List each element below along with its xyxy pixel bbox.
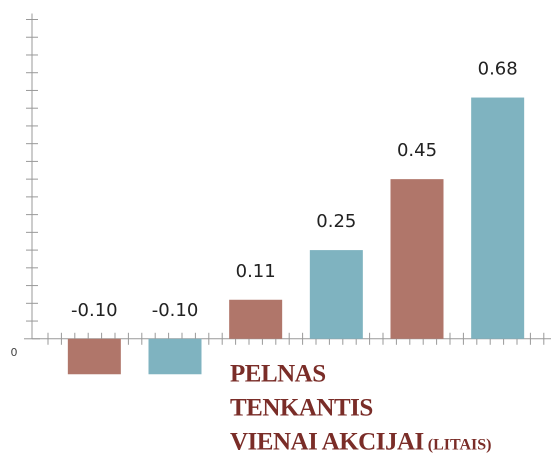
bar	[390, 179, 444, 339]
bar	[148, 338, 202, 375]
y-tick-label: 0	[11, 346, 18, 359]
chart-title-line: VIENAI AKCIJAI	[230, 429, 424, 456]
bar	[309, 250, 363, 339]
value-label: 0.25	[316, 211, 356, 232]
value-label: 0.45	[397, 140, 437, 161]
value-label: 0.68	[478, 59, 518, 80]
chart-unit: (LITAIS)	[428, 437, 492, 454]
chart-title-line: TENKANTIS	[230, 395, 373, 422]
value-label: 0.11	[236, 261, 276, 282]
chart-title-line: PELNAS	[230, 361, 326, 388]
bar	[67, 338, 121, 375]
value-label: -0.10	[71, 300, 118, 321]
bar	[229, 299, 283, 339]
bar	[471, 97, 525, 339]
value-label: -0.10	[152, 300, 199, 321]
